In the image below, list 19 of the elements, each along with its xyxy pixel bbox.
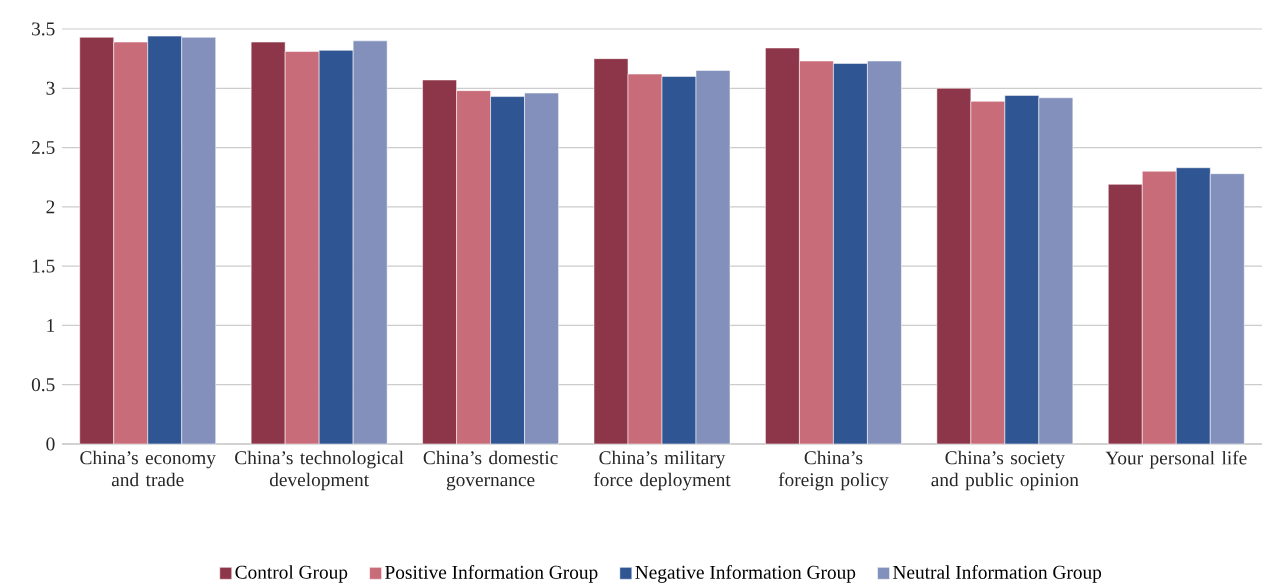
legend-label: Positive Information Group <box>385 565 598 583</box>
y-tick-label: 0.5 <box>31 378 55 392</box>
y-tick-label: 3 <box>46 81 55 95</box>
x-tick-label: China’s economy and trade <box>80 450 216 487</box>
x-tick-label: China’s domestic governance <box>423 450 558 491</box>
x-tick-label: China’s technological development <box>235 450 404 491</box>
y-tick-label: 2 <box>46 200 55 214</box>
y-tick-label: 0 <box>46 437 55 451</box>
x-tick-label: Your personal life <box>1105 450 1247 469</box>
x-tick-label: China’s military force deployment <box>593 450 731 491</box>
y-tick-label: 2.5 <box>31 141 55 155</box>
x-tick-label: China’s society and public opinion <box>931 450 1079 491</box>
x-tick-label: China’s foreign policy <box>778 450 889 491</box>
legend-label: Negative Information Group <box>635 565 856 583</box>
legend-label: Neutral Information Group <box>893 565 1102 583</box>
y-tick-label: 3.5 <box>32 22 55 36</box>
y-tick-label: 1 <box>47 319 55 332</box>
legend-label: Control Group <box>235 565 348 583</box>
y-tick-label: 1.5 <box>32 259 55 273</box>
